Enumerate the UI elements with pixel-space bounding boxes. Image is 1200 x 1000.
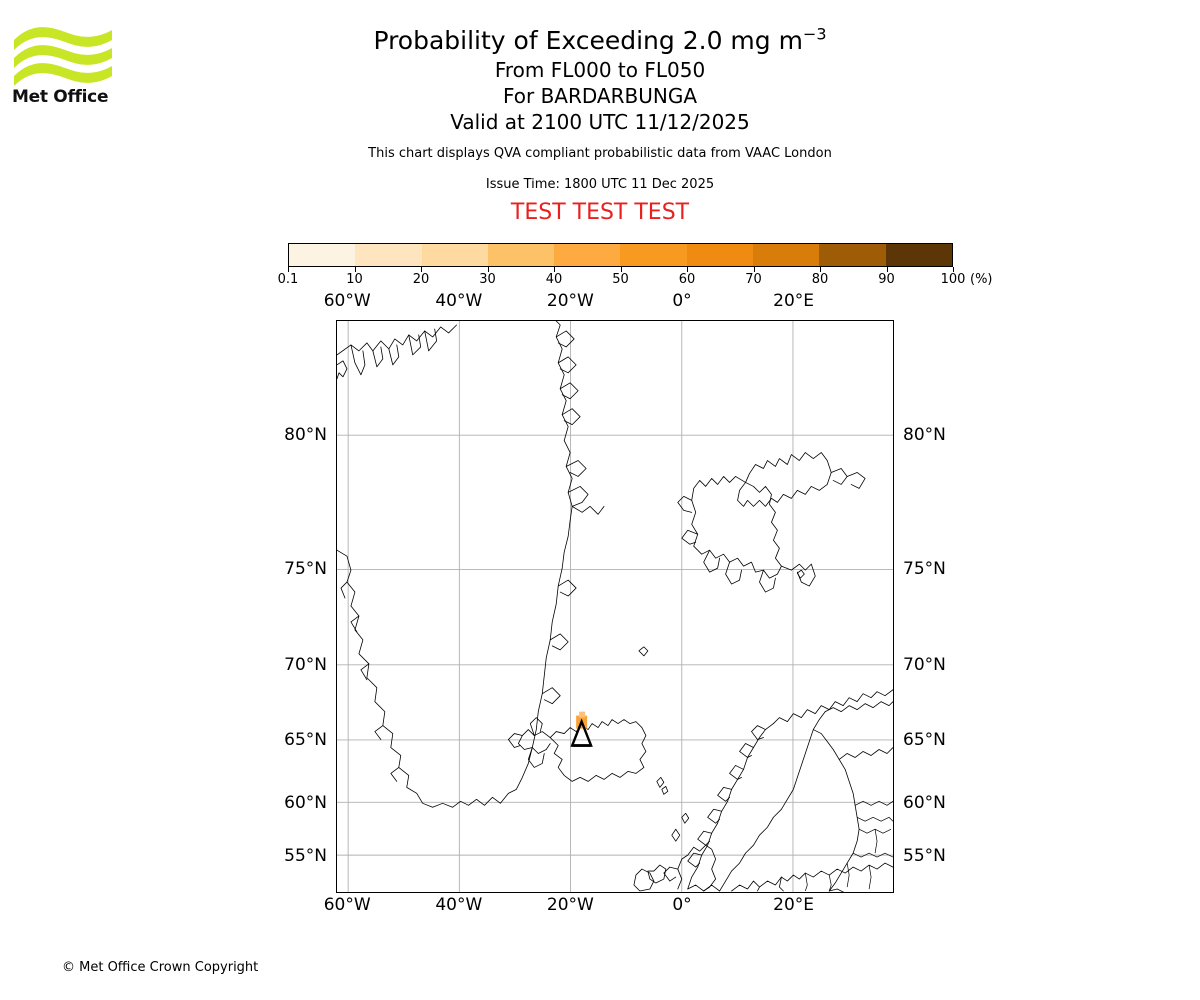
lat-label-right-2: 70°N [903, 655, 946, 675]
colorbar-band-0 [289, 244, 356, 266]
lat-label-right-0: 80°N [903, 424, 946, 445]
faroe-islands-coastline [656, 777, 669, 795]
colorbar-tick-label-2: 20 [412, 272, 430, 287]
colorbar-tick-label-7: 70 [745, 272, 762, 287]
colorbar-tick-label-4: 40 [545, 272, 563, 287]
colorbar-tick-1 [354, 267, 356, 272]
copyright-footer: © Met Office Crown Copyright [62, 960, 259, 975]
colorbar-unit-label: (%) [970, 272, 993, 287]
europe-coastline [731, 816, 893, 892]
greenland-coastline [337, 321, 605, 808]
lon-label-bottom-4: 20°E [773, 895, 815, 915]
colorbar-tick-label-6: 60 [678, 272, 696, 287]
lon-label-bottom-2: 20°W [546, 895, 594, 915]
page-title: Probability of Exceeding 2.0 mg m−3 [130, 24, 1070, 57]
qva-note: This chart displays QVA compliant probab… [368, 146, 832, 161]
lon-label-bottom-1: 40°W [435, 895, 483, 915]
iceland-coastline [507, 717, 647, 782]
colorbar-tick-label-5: 50 [612, 272, 629, 287]
lat-label-right-4: 60°N [903, 793, 946, 813]
colorbar-band-8 [819, 244, 886, 266]
lat-label-left-1: 75°N [284, 559, 327, 580]
colorbar-tick-2 [421, 267, 422, 272]
colorbar-tick-label-0: 0.1 [277, 272, 299, 287]
colorbar-bands [288, 243, 953, 267]
met-office-logo-text: Met Office [12, 87, 109, 107]
colorbar-tick-8 [820, 267, 821, 272]
colorbar-tick-label-8: 80 [811, 272, 829, 287]
map-gridlines [337, 321, 893, 892]
colorbar-tick-9 [886, 267, 888, 272]
title-exponent: −3 [802, 24, 827, 44]
volcano-subtitle: For BARDARBUNGA [502, 84, 698, 108]
colorbar-tick-label-10: 100 [940, 272, 966, 287]
colorbar-band-5 [620, 244, 687, 266]
colorbar-band-9 [885, 244, 952, 266]
flight-level-subtitle: From FL000 to FL050 [494, 58, 706, 82]
volcano-marker-icon [570, 718, 593, 747]
lat-label-left-4: 60°N [284, 793, 327, 813]
lat-label-right-3: 65°N [903, 730, 946, 751]
probability-colorbar [288, 243, 953, 267]
colorbar-tick-label-3: 30 [479, 272, 496, 287]
lon-label-bottom-0: 60°W [323, 895, 371, 915]
ash-concentration-map[interactable] [336, 320, 894, 893]
met-office-logo: Met Office [12, 24, 122, 114]
lat-label-left-3: 65°N [284, 730, 327, 751]
chart-title-block: Probability of Exceeding 2.0 mg m−3 From… [130, 24, 1070, 227]
scandinavia-coastline [687, 689, 893, 892]
colorbar-band-2 [421, 244, 488, 266]
colorbar-tick-5 [620, 267, 622, 272]
lon-label-bottom-3: 0° [672, 895, 692, 915]
colorbar-tick-4 [554, 267, 555, 272]
colorbar-band-4 [554, 244, 621, 266]
colorbar-band-3 [487, 244, 555, 266]
colorbar-tick-3 [487, 267, 489, 272]
title-text: Probability of Exceeding 2.0 mg m [373, 26, 803, 55]
colorbar-tick-10 [953, 267, 954, 272]
lon-label-top-1: 40°W [435, 291, 483, 311]
jan-mayen-coastline [638, 646, 649, 657]
colorbar-tick-label-1: 10 [346, 272, 363, 287]
british-isles-coastline [633, 812, 717, 892]
colorbar-band-1 [355, 244, 422, 266]
lat-label-right-5: 55°N [903, 846, 946, 866]
lat-label-left-5: 55°N [284, 846, 327, 866]
issue-time: Issue Time: 1800 UTC 11 Dec 2025 [485, 177, 715, 192]
lat-label-left-0: 80°N [284, 424, 327, 445]
lon-label-top-0: 60°W [323, 291, 371, 311]
lon-label-top-3: 0° [672, 291, 692, 311]
valid-time-subtitle: Valid at 2100 UTC 11/12/2025 [450, 110, 750, 134]
colorbar-band-6 [686, 244, 754, 266]
lon-label-top-4: 20°E [773, 291, 815, 311]
lat-label-right-1: 75°N [903, 559, 946, 580]
met-office-wave-icon [14, 27, 112, 86]
colorbar-tick-0 [288, 267, 289, 272]
map-canvas [337, 321, 893, 892]
svalbard-coastline [677, 452, 866, 593]
colorbar-band-7 [753, 244, 820, 266]
test-banner: TEST TEST TEST [510, 200, 690, 225]
lon-label-top-2: 20°W [546, 291, 594, 311]
lat-label-left-2: 70°N [284, 655, 327, 675]
colorbar-tick-7 [753, 267, 755, 272]
colorbar-tick-axis: 0.1 10 20 30 40 50 60 70 80 90 100 [278, 267, 965, 289]
colorbar-tick-6 [687, 267, 688, 272]
colorbar-tick-label-9: 90 [878, 272, 895, 287]
